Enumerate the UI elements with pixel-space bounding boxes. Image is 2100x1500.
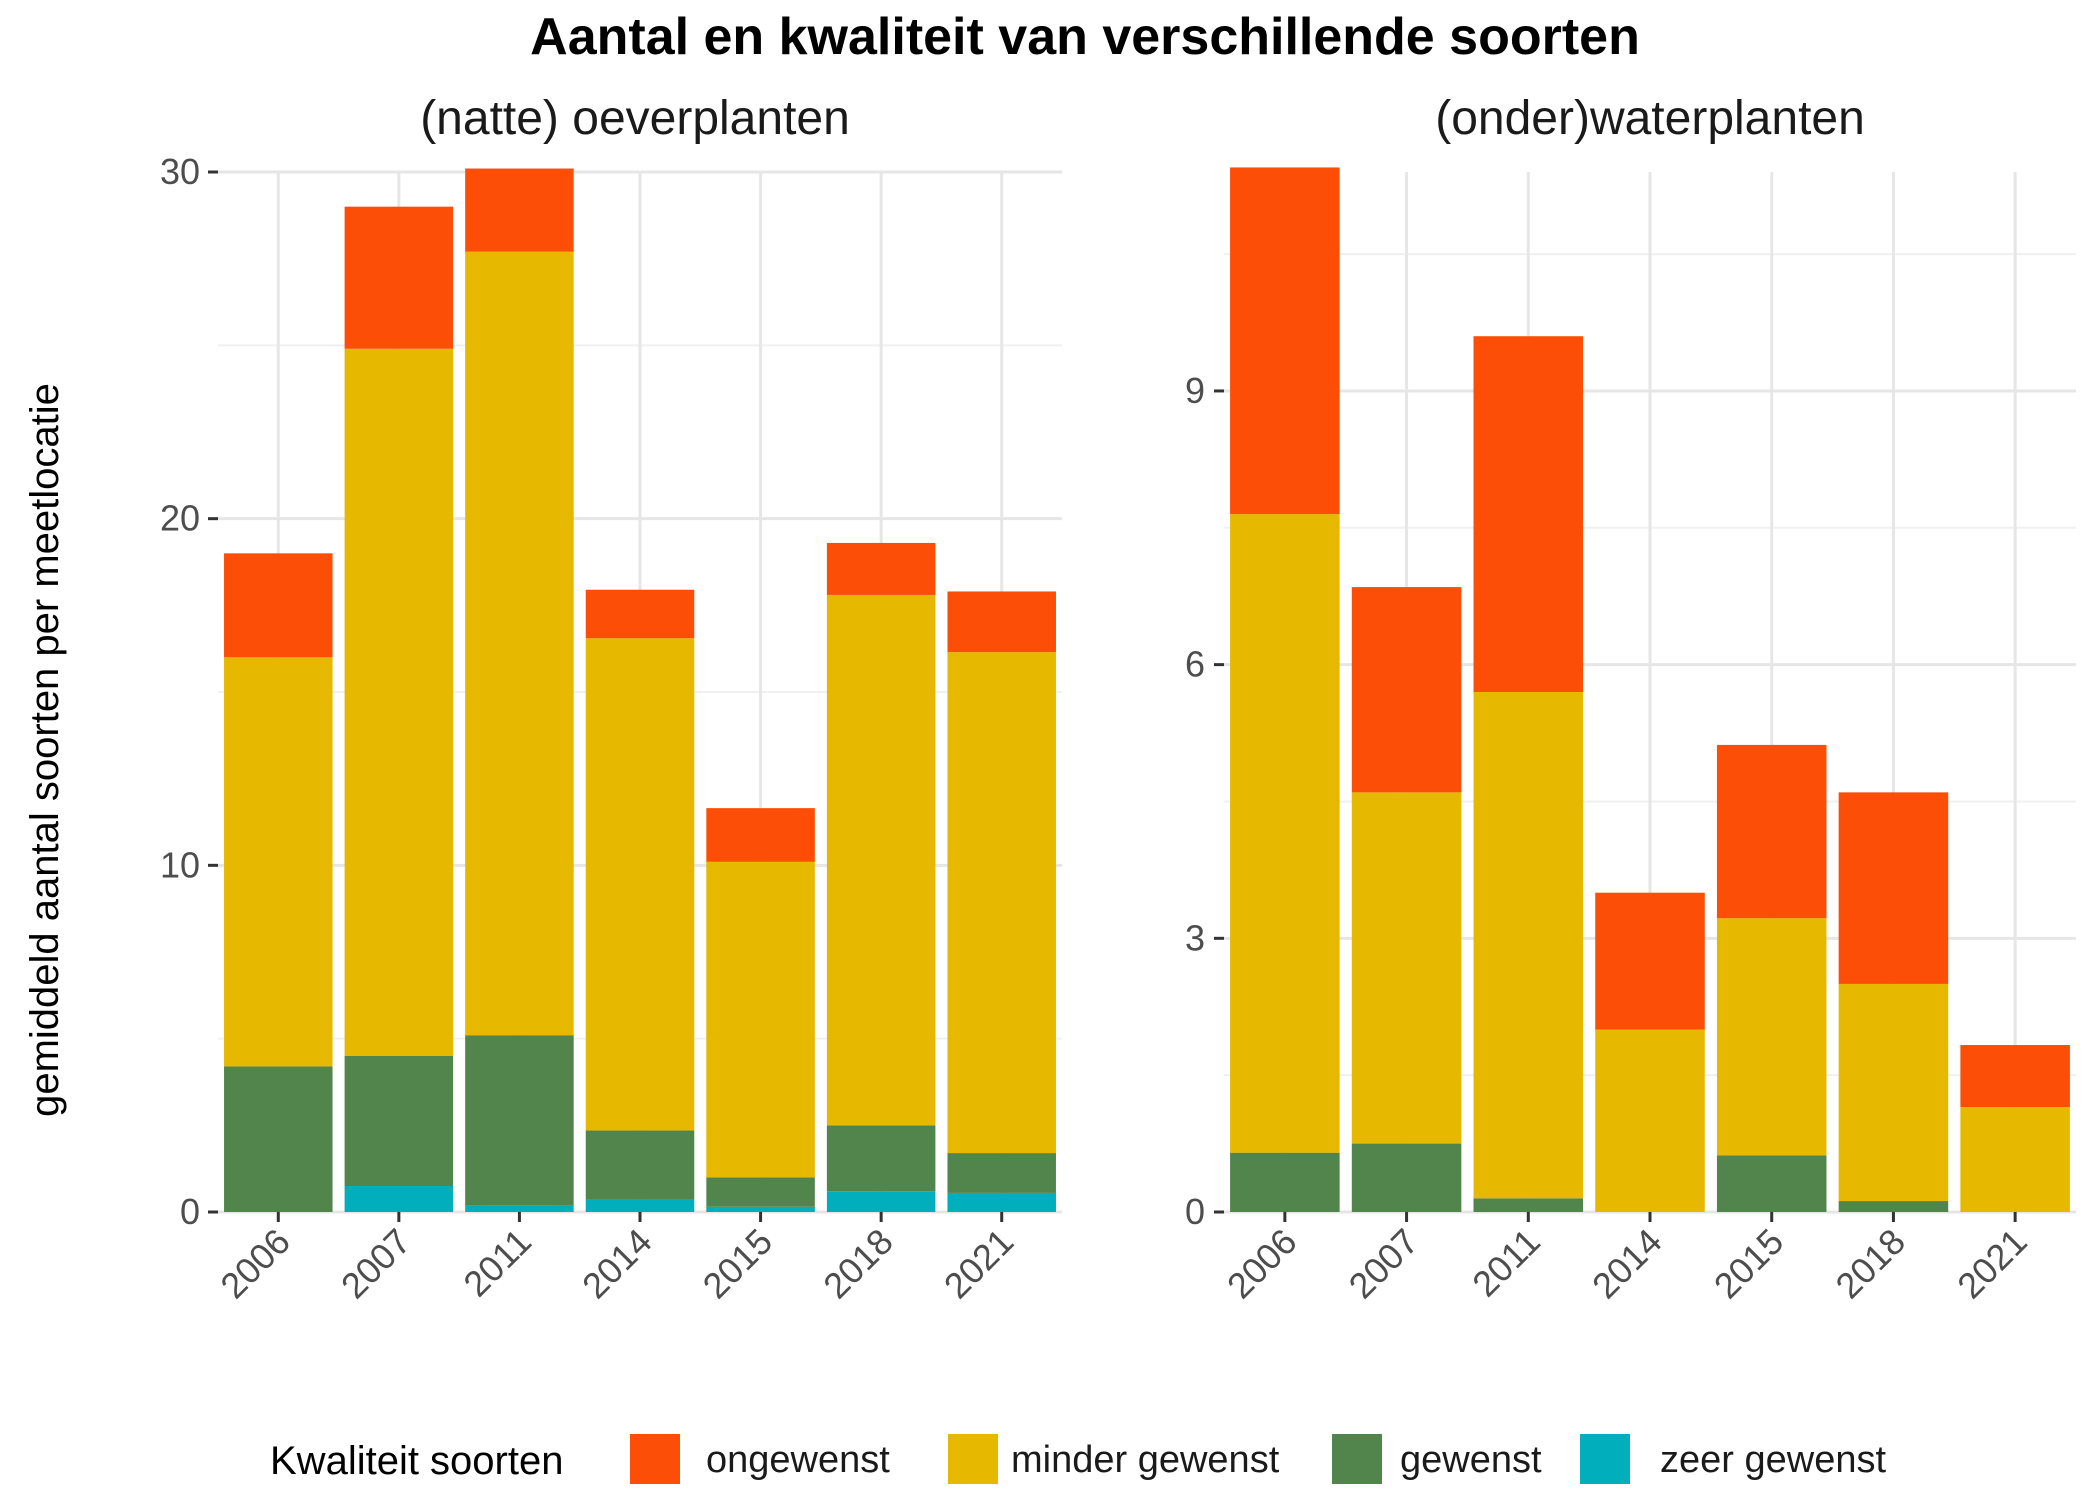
legend-label-minder-gewenst: minder gewenst [1011,1439,1280,1481]
bar-2006-ongewenst [224,553,333,658]
y-tick-label: 0 [180,1191,200,1232]
bar-2006-minder-gewenst [224,657,333,1067]
bar-2014-zeer-gewenst [585,1199,695,1212]
bar-2011-ongewenst [465,168,574,252]
bar-2018-gewenst [1838,1201,1949,1212]
bar-2011-ongewenst [1473,336,1584,692]
bar-2011-minder-gewenst [1473,692,1584,1199]
bar-2018-gewenst [826,1125,936,1192]
bar-2021-ongewenst [1960,1045,2070,1108]
panel-title: (onder)waterplanten [1435,92,1865,145]
y-tick-label: 10 [160,844,200,885]
y-axis: 0 10 20 30 [160,151,218,1232]
bar-2018-zeer-gewenst [826,1191,936,1212]
bar-2021-zeer-gewenst [947,1192,1056,1212]
bar-2007-gewenst [1351,1143,1462,1212]
bar-2007-minder-gewenst [344,348,454,1056]
y-tick-label: 3 [1185,917,1205,958]
y-tick-label: 9 [1185,370,1205,411]
bar-2015-zeer-gewenst [706,1206,815,1212]
bar-2021-gewenst [947,1153,1056,1193]
bar-2006-ongewenst [1230,167,1340,515]
legend: Kwaliteit soorten ongewenst minder gewen… [270,1434,1886,1484]
legend-swatch-zeer-gewenst [1580,1434,1630,1484]
bar-2007-ongewenst [344,206,454,349]
bar-2015-ongewenst [1716,744,1827,919]
bar-2018-ongewenst [826,542,936,595]
bar-2014-minder-gewenst [1595,1029,1705,1212]
bar-2015-minder-gewenst [706,861,815,1178]
bar-2011-gewenst [465,1035,574,1206]
y-axis: 0 3 6 9 [1185,370,1224,1232]
y-axis-title: gemiddeld aantal soorten per meetlocatie [23,383,67,1117]
panel-title: (natte) oeverplanten [420,92,850,145]
legend-title: Kwaliteit soorten [270,1439,563,1483]
bar-2018-minder-gewenst [826,594,936,1126]
bar-2015-minder-gewenst [1716,918,1827,1156]
bar-2011-zeer-gewenst [465,1205,574,1212]
bar-2021-ongewenst [947,591,1056,653]
bar-2011-gewenst [1473,1198,1584,1212]
bar-2007-minder-gewenst [1351,792,1462,1144]
y-tick-label: 20 [160,498,200,539]
bar-2015-gewenst [1716,1155,1827,1212]
y-tick-label: 30 [160,151,200,192]
y-tick-label: 6 [1185,644,1205,685]
bar-2007-zeer-gewenst [344,1186,454,1212]
bar-2018-ongewenst [1838,792,1949,984]
bar-2007-ongewenst [1351,587,1462,793]
bar-2006-gewenst [224,1066,333,1212]
bar-2014-minder-gewenst [585,638,695,1131]
legend-label-gewenst: gewenst [1400,1439,1542,1481]
bar-2007-gewenst [344,1056,454,1186]
legend-swatch-minder-gewenst [948,1434,998,1484]
legend-label-ongewenst: ongewenst [706,1439,890,1481]
bar-2006-gewenst [1230,1152,1340,1212]
bar-2014-ongewenst [585,589,695,639]
bar-2011-minder-gewenst [465,251,574,1036]
legend-label-zeer-gewenst: zeer gewenst [1660,1439,1886,1481]
bar-stack-area [1230,167,2070,1212]
bar-2021-minder-gewenst [947,652,1056,1154]
bar-2021-minder-gewenst [1960,1107,2070,1212]
bar-2018-minder-gewenst [1838,983,1949,1202]
legend-swatch-gewenst [1332,1434,1382,1484]
bar-2015-gewenst [706,1177,815,1207]
y-tick-label: 0 [1185,1191,1205,1232]
bar-2014-gewenst [585,1130,695,1200]
legend-swatch-ongewenst [630,1434,680,1484]
bar-2014-ongewenst [1595,892,1705,1030]
bar-2015-ongewenst [706,808,815,862]
bar-2006-minder-gewenst [1230,514,1340,1153]
bar-stack-area [224,168,1056,1212]
chart-title: Aantal en kwaliteit van verschillende so… [530,8,1640,66]
